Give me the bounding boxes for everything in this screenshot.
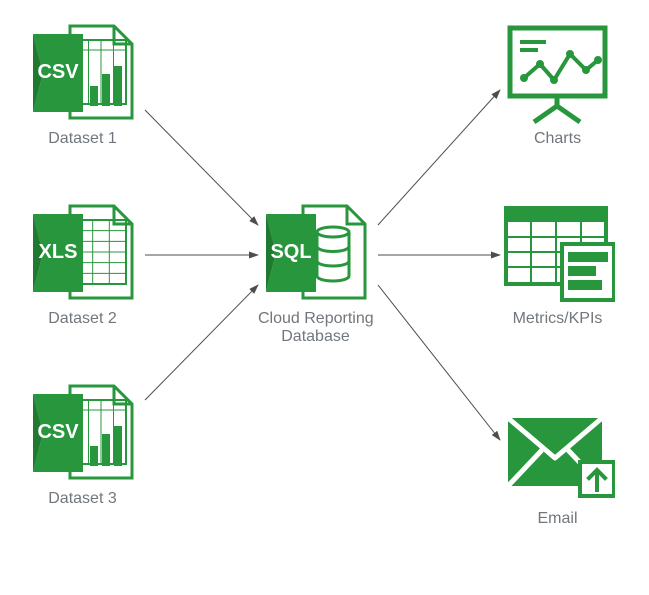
edge-database-to-email [378, 285, 500, 440]
node-dataset3-label: Dataset 3 [25, 490, 140, 508]
node-metrics-label: Metrics/KPIs [500, 310, 615, 328]
node-email: Email [500, 400, 615, 528]
email-icon [500, 400, 615, 510]
svg-text:XLS: XLS [39, 241, 78, 263]
xls-icon: XLS [25, 200, 140, 310]
svg-text:CSV: CSV [37, 421, 79, 443]
svg-text:SQL: SQL [270, 241, 311, 263]
metrics-icon [500, 200, 615, 310]
node-dataset2: XLS Dataset 2 [25, 200, 140, 328]
diagram-canvas: CSV Dataset 1 XLS Dataset 2 [0, 0, 649, 595]
node-dataset3: CSV Dataset 3 [25, 380, 140, 508]
node-dataset1: CSV Dataset 1 [25, 20, 140, 148]
node-charts-label: Charts [500, 130, 615, 148]
csv-icon: CSV [25, 20, 140, 130]
node-dataset2-label: Dataset 2 [25, 310, 140, 328]
edge-database-to-charts [378, 90, 500, 225]
node-metrics: Metrics/KPIs [500, 200, 615, 328]
node-database: SQL Cloud Reporting Database [258, 200, 373, 346]
node-database-label: Cloud Reporting Database [258, 310, 373, 346]
chart-icon [500, 20, 615, 130]
csv-icon: CSV [25, 380, 140, 490]
svg-text:CSV: CSV [37, 61, 79, 83]
node-dataset1-label: Dataset 1 [25, 130, 140, 148]
node-charts: Charts [500, 20, 615, 148]
node-email-label: Email [500, 510, 615, 528]
edge-dataset1-to-database [145, 110, 258, 225]
edge-dataset3-to-database [145, 285, 258, 400]
sql-icon: SQL [258, 200, 373, 310]
